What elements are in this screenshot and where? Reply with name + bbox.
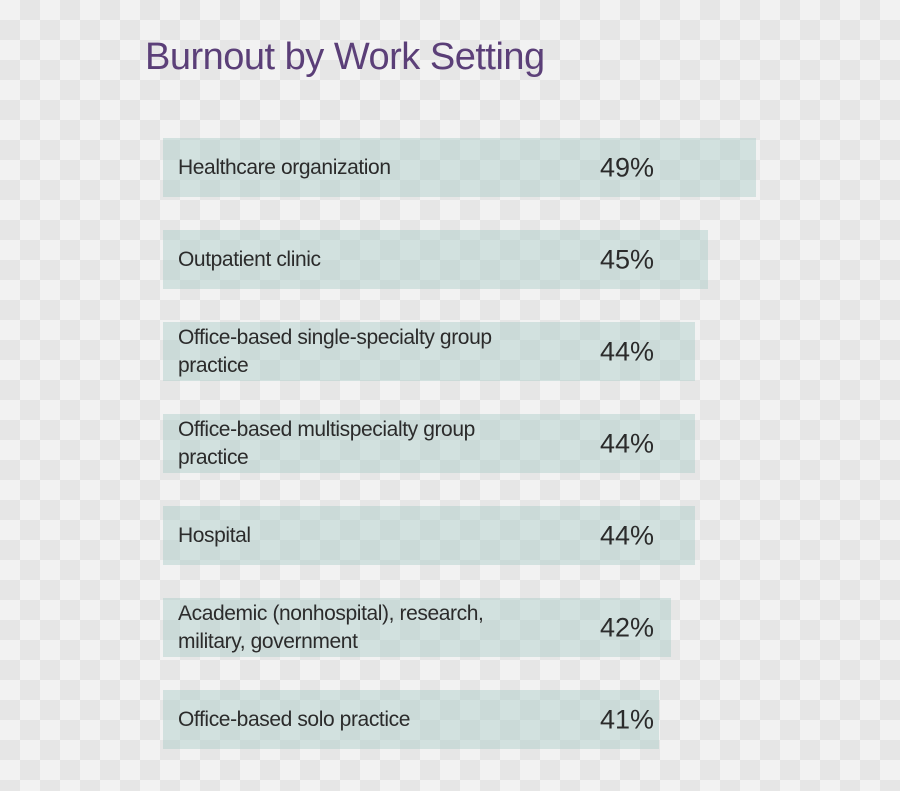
bar: Outpatient clinic 45% xyxy=(163,230,708,289)
bar-label: Academic (nonhospital), research, milita… xyxy=(178,601,484,653)
bar-label: Office-based solo practice xyxy=(178,707,411,731)
bar-label: Healthcare organization xyxy=(178,155,391,179)
bar-value-label: 44% xyxy=(600,336,655,366)
bar-label: Hospital xyxy=(178,523,251,547)
bar-label: Office-based single-specialty group prac… xyxy=(178,325,492,377)
bar: Office-based multispecialty group practi… xyxy=(163,414,695,473)
chart-title: Burnout by Work Setting xyxy=(145,36,545,78)
bar-value-label: 49% xyxy=(600,152,655,182)
bar-value-label: 41% xyxy=(600,704,655,734)
bar: Hospital 44% xyxy=(163,506,695,565)
bar: Healthcare organization 49% xyxy=(163,138,756,197)
bar-value-label: 42% xyxy=(600,612,655,642)
bar-label: Outpatient clinic xyxy=(178,247,321,271)
bar: Academic (nonhospital), research, milita… xyxy=(163,598,671,657)
bar-value-label: 44% xyxy=(600,520,655,550)
bar: Office-based solo practice 41% xyxy=(163,690,659,749)
bar-value-label: 44% xyxy=(600,428,655,458)
bar-value-label: 45% xyxy=(600,244,655,274)
bar-label: Office-based multispecialty group practi… xyxy=(178,417,475,469)
bar: Office-based single-specialty group prac… xyxy=(163,322,695,381)
